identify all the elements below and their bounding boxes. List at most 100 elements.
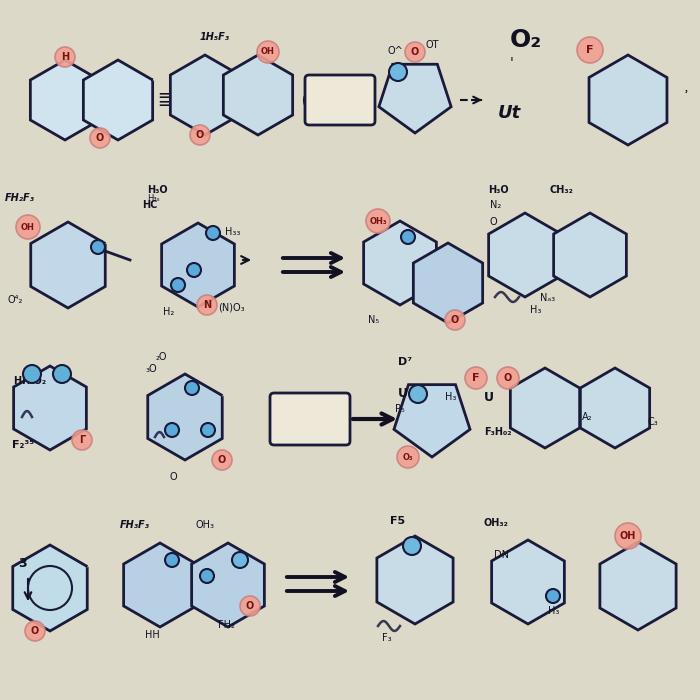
Polygon shape: [510, 368, 580, 448]
Text: O: O: [170, 472, 178, 482]
Text: H₃ₛ: H₃ₛ: [147, 194, 160, 203]
Text: O₅: O₅: [402, 452, 413, 461]
Polygon shape: [580, 368, 650, 448]
Text: O: O: [451, 315, 459, 325]
Text: OH: OH: [21, 223, 35, 232]
Text: H₃O: H₃O: [488, 185, 509, 195]
Text: H₃O: H₃O: [147, 185, 167, 195]
Circle shape: [240, 596, 260, 616]
Circle shape: [23, 365, 41, 383]
Text: O: O: [218, 455, 226, 465]
Text: H₂: H₂: [163, 307, 174, 317]
Circle shape: [546, 589, 560, 603]
Text: 3: 3: [18, 557, 27, 570]
Text: HC: HC: [142, 200, 158, 210]
Polygon shape: [554, 213, 626, 297]
Text: D⁷: D⁷: [398, 357, 412, 367]
Polygon shape: [31, 222, 105, 308]
Circle shape: [201, 423, 215, 437]
Circle shape: [90, 128, 110, 148]
Circle shape: [55, 47, 75, 67]
Text: N₂: N₂: [490, 200, 501, 210]
Text: H: H: [61, 52, 69, 62]
Text: F5: F5: [390, 516, 405, 526]
Text: DCA: DCA: [319, 91, 361, 109]
Polygon shape: [124, 543, 197, 627]
Text: FH₃F₃: FH₃F₃: [120, 520, 150, 530]
Text: OH: OH: [620, 531, 636, 541]
Circle shape: [171, 278, 185, 292]
Text: F₂: F₂: [292, 410, 312, 428]
Text: F₂³⁵: F₂³⁵: [12, 440, 34, 450]
Text: Γ: Γ: [79, 435, 85, 445]
Text: O: O: [411, 47, 419, 57]
Text: P₅: P₅: [395, 404, 405, 414]
Text: HH O₂: HH O₂: [14, 376, 46, 386]
Circle shape: [25, 621, 45, 641]
Circle shape: [577, 37, 603, 63]
Circle shape: [232, 552, 248, 568]
Text: OT: OT: [425, 40, 438, 50]
Polygon shape: [13, 366, 86, 450]
Circle shape: [197, 295, 217, 315]
Text: ₃O: ₃O: [145, 364, 157, 374]
Polygon shape: [30, 60, 99, 140]
Polygon shape: [83, 60, 153, 140]
Text: O: O: [196, 130, 204, 140]
Circle shape: [389, 63, 407, 81]
Circle shape: [165, 423, 179, 437]
Circle shape: [185, 381, 199, 395]
Text: F: F: [473, 373, 480, 383]
Circle shape: [257, 41, 279, 63]
FancyBboxPatch shape: [305, 75, 375, 125]
Text: N: N: [203, 300, 211, 310]
Text: ₂O: ₂O: [156, 352, 167, 362]
Polygon shape: [148, 374, 222, 460]
Text: O^: O^: [388, 46, 404, 56]
Circle shape: [401, 230, 415, 244]
Text: Nₐ₃: Nₐ₃: [540, 293, 555, 303]
Text: (N)O₃: (N)O₃: [218, 303, 244, 313]
Circle shape: [187, 263, 201, 277]
Text: CH₃₂: CH₃₂: [550, 185, 574, 195]
Text: FH₂: FH₂: [218, 620, 235, 630]
Text: H₃: H₃: [445, 392, 456, 402]
Polygon shape: [394, 384, 470, 457]
Text: ᾽: ᾽: [682, 91, 689, 105]
Text: DN: DN: [494, 550, 509, 560]
Text: O₂: O₂: [510, 28, 542, 52]
Circle shape: [53, 365, 71, 383]
Text: OH: OH: [261, 48, 275, 57]
Text: ': ': [510, 56, 514, 70]
Polygon shape: [170, 55, 239, 135]
Text: F: F: [587, 45, 594, 55]
Polygon shape: [414, 243, 482, 323]
Polygon shape: [589, 55, 667, 145]
Text: F₃H₀₂: F₃H₀₂: [484, 427, 512, 437]
Text: N₅: N₅: [368, 315, 379, 325]
Text: O: O: [504, 373, 512, 383]
Polygon shape: [223, 55, 293, 135]
Text: U: U: [398, 387, 408, 400]
Text: H₃: H₃: [548, 606, 559, 616]
Circle shape: [403, 537, 421, 555]
Text: O: O: [246, 601, 254, 611]
Circle shape: [16, 215, 40, 239]
Text: FH₂F₃: FH₂F₃: [5, 193, 35, 203]
Text: OH₃₂: OH₃₂: [484, 518, 509, 528]
Circle shape: [409, 385, 427, 403]
Circle shape: [397, 446, 419, 468]
FancyBboxPatch shape: [270, 393, 350, 445]
Polygon shape: [162, 223, 235, 307]
Circle shape: [190, 125, 210, 145]
Text: OH₃: OH₃: [370, 216, 386, 225]
Circle shape: [465, 367, 487, 389]
Circle shape: [206, 226, 220, 240]
Text: ═: ═: [159, 87, 171, 106]
Text: O: O: [31, 626, 39, 636]
Circle shape: [165, 553, 179, 567]
Text: HH: HH: [145, 630, 160, 640]
Circle shape: [405, 42, 425, 62]
Text: 1H₅F₃: 1H₅F₃: [200, 32, 230, 42]
Text: Ut: Ut: [498, 104, 522, 122]
